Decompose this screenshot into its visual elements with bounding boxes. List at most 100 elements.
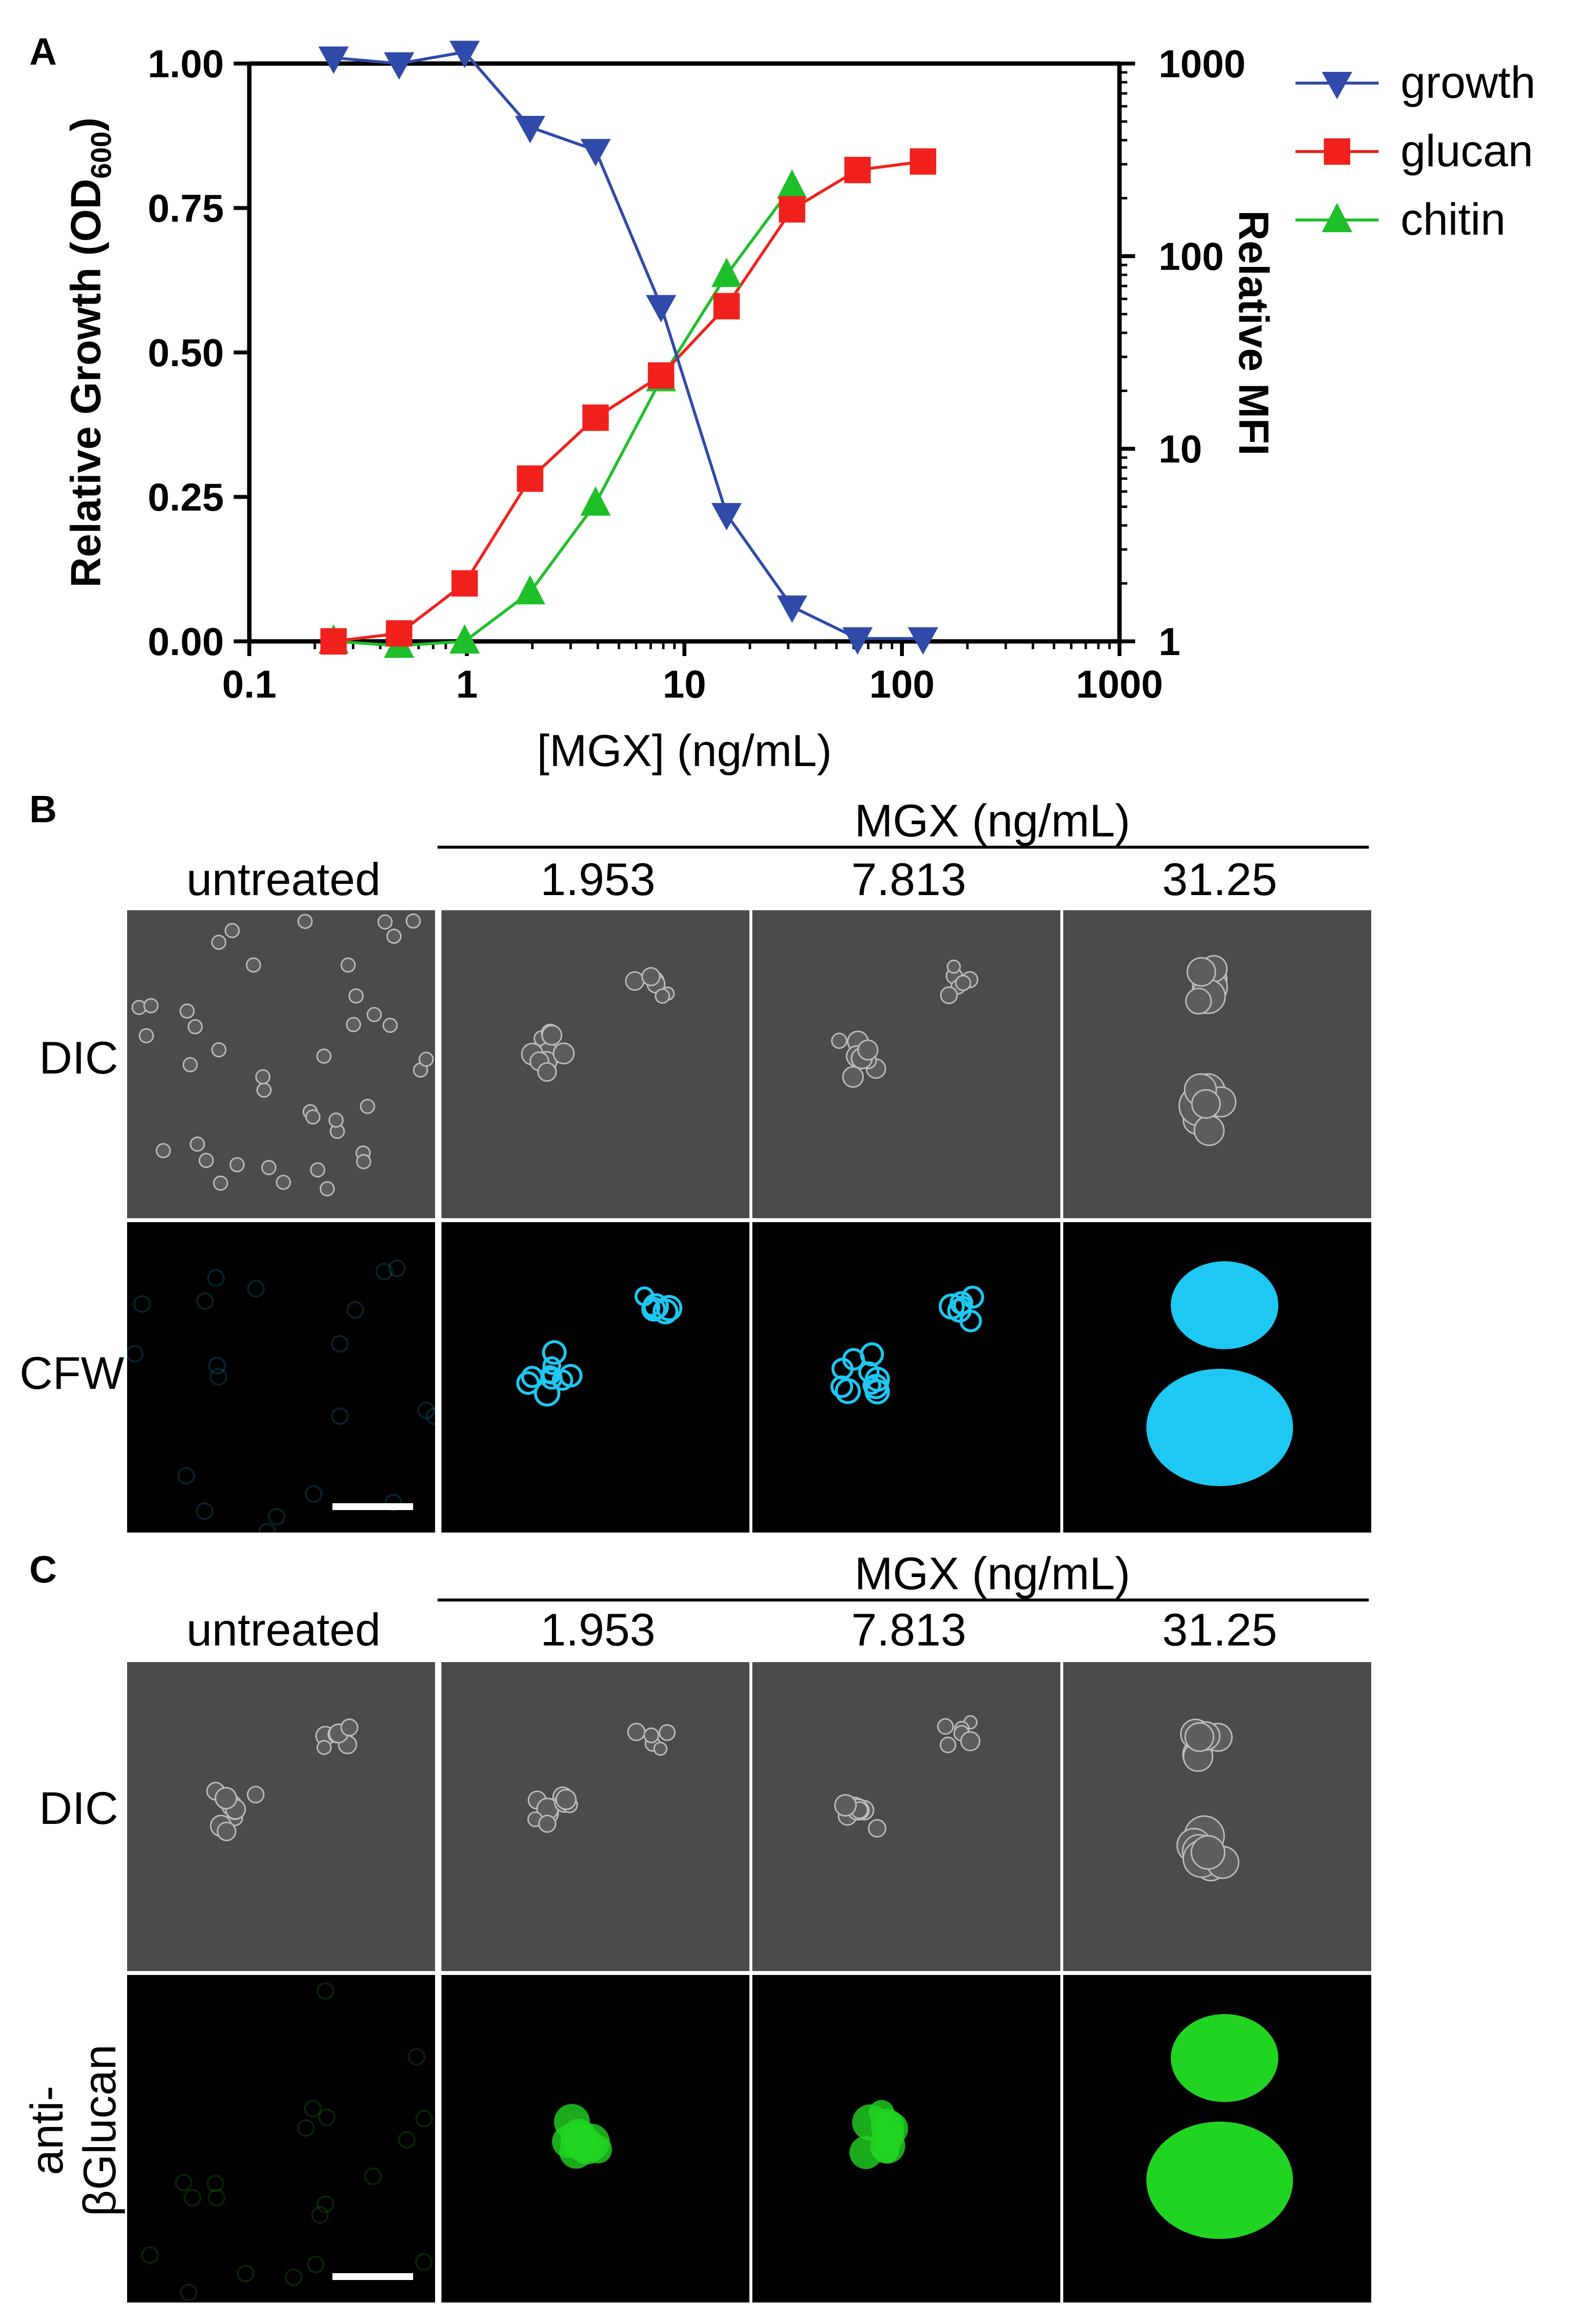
panel-b-fluor-tile-2	[752, 1222, 1060, 1533]
panel-b-dic-tile-3-image	[1063, 910, 1371, 1218]
y-left-axis-title: Relative Growth (OD600)	[63, 117, 117, 588]
panel-c-dic-tile-3-image	[1063, 1662, 1371, 1971]
y-right-tick-label: 1	[1159, 620, 1181, 663]
y-left-tick-label: 0.75	[148, 187, 224, 230]
growth-point	[842, 627, 873, 655]
legend-chitin-label: chitin	[1401, 195, 1506, 244]
legend-growth-label: growth	[1401, 58, 1535, 108]
panel-c-col-1953: 1.953	[540, 1604, 656, 1655]
legend-glucan-label: glucan	[1401, 126, 1533, 176]
panel-b-dic-tile-1-image	[441, 910, 749, 1218]
y-left-tick-label: 1.00	[148, 42, 224, 86]
panel-b-scale-bar	[332, 1503, 413, 1510]
panel-b-dic-tile-2	[752, 910, 1060, 1218]
panel-c-col-untreated: untreated	[186, 1604, 381, 1655]
glucan-point	[779, 196, 806, 223]
panel-c-scale-bar	[332, 2273, 413, 2280]
growth-point	[515, 116, 546, 144]
panel-b-col-untreated: untreated	[186, 854, 381, 905]
y-right-tick-label: 100	[1159, 235, 1224, 278]
panel-b-letter: B	[29, 788, 57, 831]
x-tick-label: 0.1	[222, 662, 276, 706]
growth-series-line	[333, 50, 923, 640]
glucan-series-line	[333, 160, 923, 643]
growth-point	[908, 627, 939, 655]
growth-point	[646, 295, 677, 323]
panel-b-col-7813: 7.813	[851, 854, 966, 905]
legend-chitin-marker	[1322, 203, 1352, 232]
legend-growth-marker	[1322, 72, 1352, 99]
panel-c-fluor-tile-3	[1063, 1975, 1371, 2302]
panel-c-dic-tile-2-image	[752, 1662, 1060, 1971]
chitin-point	[449, 624, 480, 654]
panel-b-fluor-tile-0-image	[127, 1222, 435, 1533]
panel-b-col-1953: 1.953	[540, 854, 656, 905]
panel-b-header-bracket	[438, 846, 1369, 849]
panel-b-row-dic: DIC	[39, 1032, 118, 1083]
panel-b-dic-tile-0	[127, 910, 435, 1218]
y-left-tick-label: 0.50	[148, 331, 224, 374]
panel-c-dic-tile-0	[127, 1662, 435, 1971]
x-tick-label: 100	[869, 662, 934, 706]
mgx-dose-response-chart: 0.1 1 10 100 1000 0.00 0.25 0.50 0.75 1.00 1 10 100 1…	[63, 41, 1535, 776]
panel-b-fluor-tile-3-image	[1063, 1222, 1371, 1533]
panel-b-dic-tile-2-image	[752, 910, 1060, 1218]
panel-a-letter: A	[29, 30, 57, 73]
x-axis-title: [MGX] (ng/mL)	[537, 726, 832, 776]
panel-c-row-anti-bglucan: anti-βGlucan	[21, 2044, 125, 2216]
y-right-axis-title: Relative MFI	[1230, 210, 1277, 456]
glucan-point	[320, 628, 347, 655]
panel-c-letter: C	[29, 1548, 57, 1591]
panel-c-fluor-tile-1-image	[441, 1975, 749, 2302]
y-left-tick-label: 0.00	[148, 620, 224, 663]
panel-c-dic-tile-1	[441, 1662, 749, 1971]
glucan-point	[517, 465, 544, 492]
panel-c-fluor-tile-2-image	[752, 1975, 1060, 2302]
panel-b-mgx-header: MGX (ng/mL)	[854, 795, 1131, 846]
y-left-tick-label: 0.25	[148, 476, 224, 519]
panel-b-fluor-tile-0	[127, 1222, 435, 1533]
panel-b-col-3125: 31.25	[1162, 854, 1277, 905]
panel-b-dic-tile-3	[1063, 910, 1371, 1218]
growth-point	[777, 595, 808, 623]
glucan-point	[451, 570, 478, 597]
growth-point	[384, 52, 415, 80]
panel-b-row-cfw: CFW	[20, 1347, 125, 1399]
growth-point	[449, 41, 480, 68]
panel-b-dic-tile-0-image	[127, 910, 435, 1218]
chitin-point	[580, 486, 611, 516]
chitin-point	[515, 575, 546, 605]
growth-point	[711, 503, 742, 530]
panel-c-dic-tile-2	[752, 1662, 1060, 1971]
panel-c-dic-tile-0-image	[127, 1662, 435, 1971]
x-tick-label: 1000	[1076, 662, 1163, 706]
panel-b-dic-tile-1	[441, 910, 749, 1218]
glucan-point	[648, 362, 675, 389]
glucan-point	[386, 620, 413, 647]
panel-c-dic-tile-3	[1063, 1662, 1371, 1971]
panel-c-fluor-tile-1	[441, 1975, 749, 2302]
panel-c-fluor-tile-3-image	[1063, 1975, 1371, 2302]
glucan-point	[713, 293, 740, 320]
glucan-point	[910, 148, 937, 175]
panel-c-fluor-tile-0	[127, 1975, 435, 2302]
x-tick-label: 10	[663, 662, 706, 706]
growth-point	[580, 139, 611, 167]
legend-glucan-marker	[1324, 138, 1350, 165]
panel-c-mgx-header: MGX (ng/mL)	[854, 1548, 1131, 1599]
x-tick-label: 1	[456, 662, 478, 706]
panel-c-header-bracket	[438, 1599, 1369, 1601]
panel-b-fluor-tile-2-image	[752, 1222, 1060, 1533]
panel-b-fluor-tile-1	[441, 1222, 749, 1533]
panel-c-row-dic: DIC	[39, 1782, 118, 1834]
y-right-tick-label: 1000	[1159, 42, 1246, 86]
chitin-series-line	[333, 185, 793, 647]
panel-c-col-3125: 31.25	[1162, 1604, 1277, 1655]
y-right-tick-label: 10	[1159, 427, 1202, 471]
chitin-point	[777, 169, 808, 199]
chitin-point	[711, 258, 742, 287]
panel-c-dic-tile-1-image	[441, 1662, 749, 1971]
panel-c-col-7813: 7.813	[851, 1604, 966, 1655]
panel-b-fluor-tile-1-image	[441, 1222, 749, 1533]
panel-c-fluor-tile-2	[752, 1975, 1060, 2302]
